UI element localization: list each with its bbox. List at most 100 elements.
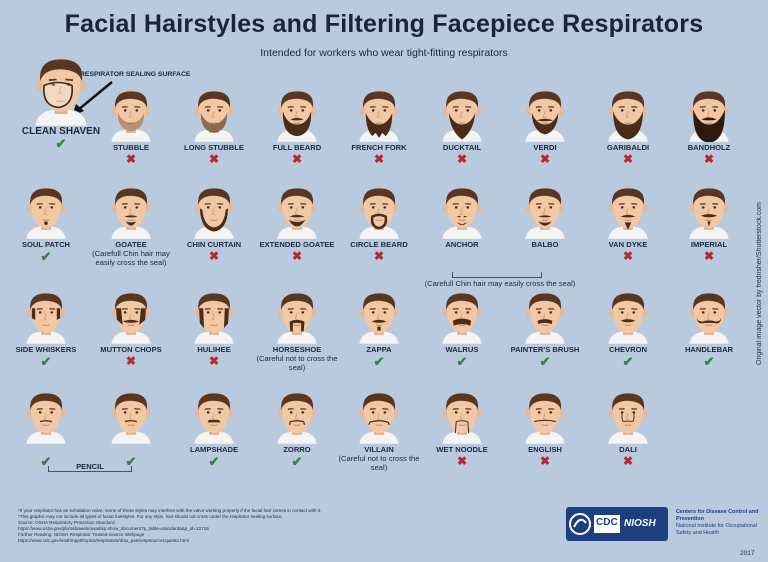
face-illustration [193, 293, 235, 344]
hairstyle-name: ZAPPA [366, 345, 392, 354]
hairstyle-name: IMPERIAL [690, 240, 728, 249]
hairstyle-note: (Careful not to cross the seal) [338, 454, 420, 472]
face-illustration [110, 188, 152, 239]
face-illustration [524, 393, 566, 444]
face-illustration [524, 293, 566, 344]
hairstyle-card: VERDI ✖ [499, 88, 591, 166]
hairstyle-card: CHEVRON ✔ [582, 290, 674, 368]
face-illustration [276, 393, 318, 444]
hairstyle-note: (Carefull Chin hair may easily cross the… [92, 249, 170, 267]
hairstyle-card: SIDE WHISKERS ✔ [0, 290, 92, 368]
hairstyle-name: HORSESHOE [272, 345, 322, 354]
check-icon: ✔ [373, 354, 385, 369]
check-icon: ✔ [622, 354, 634, 369]
x-icon: ✖ [373, 152, 385, 166]
hairstyle-name: CLEAN SHAVEN [21, 126, 101, 137]
footnote: *This graphic may not include all types … [18, 514, 283, 519]
face-illustration [276, 91, 318, 142]
hairstyle-name: GARIBALDI [606, 143, 650, 152]
bracket-tick [541, 272, 542, 277]
hairstyle-name: ENGLISH [528, 445, 562, 454]
face-illustration [110, 91, 152, 142]
hairstyle-card: VILLAIN (Careful not to cross the seal) [333, 390, 425, 472]
hairstyle-card: DALI ✖ [582, 390, 674, 468]
hairstyle-card: CLEAN SHAVEN ✔ [15, 55, 107, 150]
face-illustration [358, 91, 400, 142]
hairstyle-card: WET NOODLE ✖ [416, 390, 508, 468]
org-line-1: Centers for Disease Control and Preventi… [676, 509, 759, 522]
face-illustration [193, 91, 235, 142]
check-icon: ✔ [40, 354, 52, 369]
hairstyle-card: WALRUS ✔ [416, 290, 508, 368]
hairstyle-name: CIRCLE BEARD [350, 240, 408, 249]
hairstyle-name: WET NOODLE [436, 445, 488, 454]
face-illustration [358, 393, 400, 444]
hairstyle-card: BANDHOLZ ✖ [663, 88, 755, 166]
hairstyle-name: DUCKTAIL [442, 143, 482, 152]
hairstyle-card: FULL BEARD ✖ [251, 88, 343, 166]
org-line-2: National Institute for Occupational Safe… [676, 523, 757, 536]
hairstyle-name: ANCHOR [445, 240, 479, 249]
footnote-link[interactable]: https://www.osha.gov/pls/oshaweb/owadisp… [18, 526, 209, 531]
hairstyle-card: HORSESHOE (Careful not to cross the seal) [251, 290, 343, 372]
hairstyle-name: PAINTER'S BRUSH [510, 345, 580, 354]
face-illustration [441, 393, 483, 444]
face-illustration [524, 91, 566, 142]
x-icon: ✖ [703, 249, 715, 263]
hairstyle-card: MUTTON CHOPS ✖ [85, 290, 177, 368]
hairstyle-name: FULL BEARD [272, 143, 322, 152]
hairstyle-name: MUTTON CHOPS [100, 345, 162, 354]
hairstyle-name: GOATEE [115, 240, 147, 249]
face-illustration [607, 91, 649, 142]
footnote-link[interactable]: https://www.cdc.gov/niosh/npptl/topics/r… [18, 538, 189, 543]
hairstyle-name: VERDI [533, 143, 557, 152]
x-icon: ✖ [291, 152, 303, 166]
face-illustration [25, 393, 67, 444]
hairstyle-card: HULIHEE ✖ [168, 290, 260, 368]
x-icon: ✖ [291, 249, 303, 263]
hairstyle-card: HANDLEBAR ✔ [663, 290, 755, 368]
year: 2017 [740, 550, 755, 557]
face-illustration [358, 188, 400, 239]
hairstyle-card: DUCKTAIL ✖ [416, 88, 508, 166]
niosh-wordmark: NIOSH [624, 518, 656, 529]
hairstyle-name: LAMPSHADE [189, 445, 239, 454]
hairstyle-card: LONG STUBBLE ✖ [168, 88, 260, 166]
hairstyle-card: ✔ [0, 390, 92, 468]
footnotes: *If your respirator has an exhalation va… [18, 508, 538, 544]
face-illustration [441, 293, 483, 344]
hairstyle-name: DALI [619, 445, 637, 454]
check-icon: ✔ [208, 454, 220, 469]
hairstyle-card: ANCHOR [416, 185, 508, 249]
hairstyle-card: SOUL PATCH ✔ [0, 185, 92, 263]
page-subtitle: Intended for workers who wear tight-fitt… [260, 47, 508, 59]
x-icon: ✖ [125, 152, 137, 166]
face-illustration [193, 393, 235, 444]
footnote: Source: OSHA Respiratory Protection Stan… [18, 520, 115, 525]
hairstyle-name: BALBO [531, 240, 559, 249]
hairstyle-name: CHIN CURTAIN [186, 240, 242, 249]
face-illustration [25, 188, 67, 239]
x-icon: ✖ [622, 454, 634, 468]
x-icon: ✖ [703, 152, 715, 166]
cdc-wordmark: CDC [596, 517, 618, 528]
hairstyle-name: VILLAIN [364, 445, 394, 454]
hairstyle-name: CHEVRON [609, 345, 647, 354]
hairstyle-name: LONG STUBBLE [184, 143, 244, 152]
hairstyle-card: GOATEE (Carefull Chin hair may easily cro… [85, 185, 177, 267]
x-icon: ✖ [208, 249, 220, 263]
hairstyle-card: STUBBLE ✖ [85, 88, 177, 166]
hairstyle-name: HANDLEBAR [684, 345, 734, 354]
face-illustration [193, 188, 235, 239]
anchor-balbo-bracket [452, 277, 542, 278]
footnote: Further Reading: NIOSH Respirator Truste… [18, 532, 145, 537]
hairstyle-card: VAN DYKE ✖ [582, 185, 674, 263]
x-icon: ✖ [373, 249, 385, 263]
face-illustration [358, 293, 400, 344]
x-icon: ✖ [622, 152, 634, 166]
hairstyle-name: SOUL PATCH [21, 240, 71, 249]
check-icon: ✔ [291, 454, 303, 469]
bracket-tick [452, 272, 453, 277]
face-illustration [688, 188, 730, 239]
